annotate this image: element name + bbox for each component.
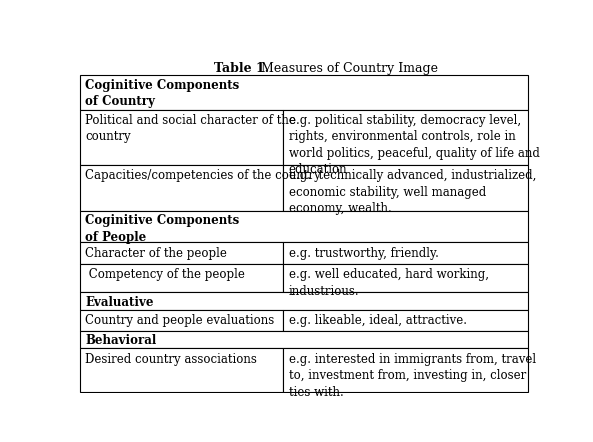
Text: e.g. likeable, ideal, attractive.: e.g. likeable, ideal, attractive.: [289, 314, 467, 327]
Bar: [283, 348, 528, 392]
Bar: [79, 75, 528, 110]
Text: Capacities/competencies of the country: Capacities/competencies of the country: [85, 169, 321, 182]
Bar: [283, 165, 528, 211]
Text: e.g. trustworthy, friendly.: e.g. trustworthy, friendly.: [289, 247, 439, 260]
Bar: [283, 110, 528, 165]
Bar: [283, 309, 528, 331]
Bar: [283, 264, 528, 292]
Text: Table 1.: Table 1.: [214, 61, 269, 75]
Text: e.g. interested in immigrants from, travel
to, investment from, investing in, cl: e.g. interested in immigrants from, trav…: [289, 353, 536, 399]
Text: Country and people evaluations: Country and people evaluations: [85, 314, 275, 327]
Text: Coginitive Components
of Country: Coginitive Components of Country: [85, 79, 240, 108]
Text: Table 1. Measures of Country Image: Table 1. Measures of Country Image: [189, 61, 419, 75]
Text: e.g.  technically advanced, industrialized,
economic stability, well managed
eco: e.g. technically advanced, industrialize…: [289, 169, 536, 215]
Text: Competency of the people: Competency of the people: [85, 268, 245, 281]
Text: Political and social character of the
country: Political and social character of the co…: [85, 114, 296, 143]
Text: Behavioral: Behavioral: [85, 335, 157, 347]
Text: e.g. well educated, hard working,
industrious.: e.g. well educated, hard working, indust…: [289, 268, 489, 298]
Text: Character of the people: Character of the people: [85, 247, 227, 260]
Bar: [79, 309, 283, 331]
Bar: [283, 242, 528, 264]
Text: Measures of Country Image: Measures of Country Image: [257, 61, 438, 75]
Bar: [79, 242, 283, 264]
Text: e.g. political stability, democracy level,
rights, environmental controls, role : e.g. political stability, democracy leve…: [289, 114, 540, 176]
Bar: [79, 110, 283, 165]
Bar: [79, 331, 528, 348]
Bar: [79, 292, 528, 309]
Bar: [79, 211, 528, 242]
Text: Table 1.: Table 1.: [74, 61, 129, 75]
Bar: [79, 348, 283, 392]
Bar: [79, 264, 283, 292]
Text: Desired country associations: Desired country associations: [85, 353, 257, 366]
Text: Evaluative: Evaluative: [85, 296, 154, 309]
Text: Coginitive Components
of People: Coginitive Components of People: [85, 214, 240, 244]
Bar: [79, 165, 283, 211]
